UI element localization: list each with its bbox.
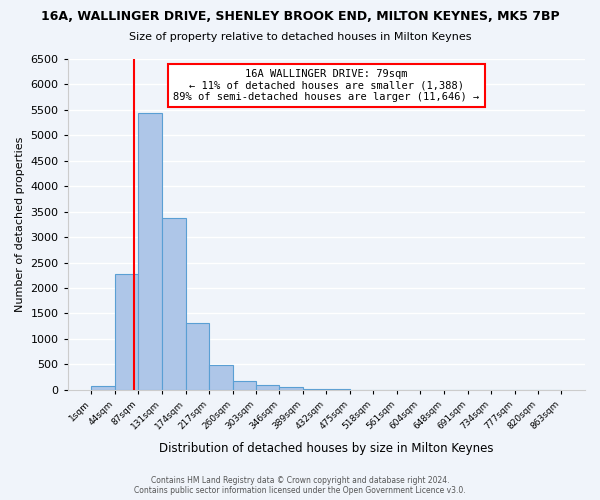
Y-axis label: Number of detached properties: Number of detached properties: [15, 136, 25, 312]
Bar: [162, 218, 185, 390]
Bar: [303, 389, 326, 390]
Bar: [256, 384, 280, 390]
Text: Contains HM Land Registry data © Crown copyright and database right 2024.
Contai: Contains HM Land Registry data © Crown c…: [134, 476, 466, 495]
Bar: [138, 114, 161, 390]
Bar: [233, 381, 256, 390]
Text: Size of property relative to detached houses in Milton Keynes: Size of property relative to detached ho…: [129, 32, 471, 42]
X-axis label: Distribution of detached houses by size in Milton Keynes: Distribution of detached houses by size …: [159, 442, 494, 455]
Bar: [91, 386, 115, 390]
Bar: [185, 323, 209, 390]
Bar: [209, 366, 233, 390]
Text: 16A, WALLINGER DRIVE, SHENLEY BROOK END, MILTON KEYNES, MK5 7BP: 16A, WALLINGER DRIVE, SHENLEY BROOK END,…: [41, 10, 559, 23]
Bar: [115, 274, 138, 390]
Bar: [280, 387, 303, 390]
Text: 16A WALLINGER DRIVE: 79sqm
← 11% of detached houses are smaller (1,388)
89% of s: 16A WALLINGER DRIVE: 79sqm ← 11% of deta…: [173, 69, 479, 102]
